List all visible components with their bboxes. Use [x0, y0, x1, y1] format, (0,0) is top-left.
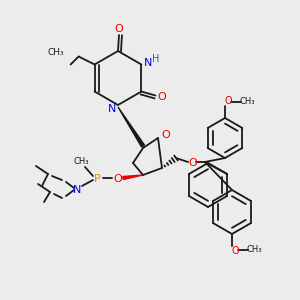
- Text: O: O: [115, 24, 123, 34]
- Text: O: O: [231, 246, 239, 256]
- Text: CH₃: CH₃: [48, 48, 64, 57]
- Text: O: O: [224, 96, 232, 106]
- Text: CH₃: CH₃: [239, 98, 255, 106]
- Text: O: O: [157, 92, 166, 101]
- Polygon shape: [123, 175, 143, 179]
- Text: O: O: [189, 158, 197, 168]
- Text: N: N: [144, 58, 153, 68]
- Text: N: N: [73, 185, 81, 195]
- Text: CH₃: CH₃: [246, 245, 262, 254]
- Text: CH₃: CH₃: [73, 158, 89, 166]
- Text: H: H: [152, 53, 159, 64]
- Text: O: O: [162, 130, 170, 140]
- Text: O: O: [114, 174, 122, 184]
- Text: N: N: [108, 104, 116, 114]
- Polygon shape: [118, 107, 145, 147]
- Text: P: P: [94, 174, 100, 184]
